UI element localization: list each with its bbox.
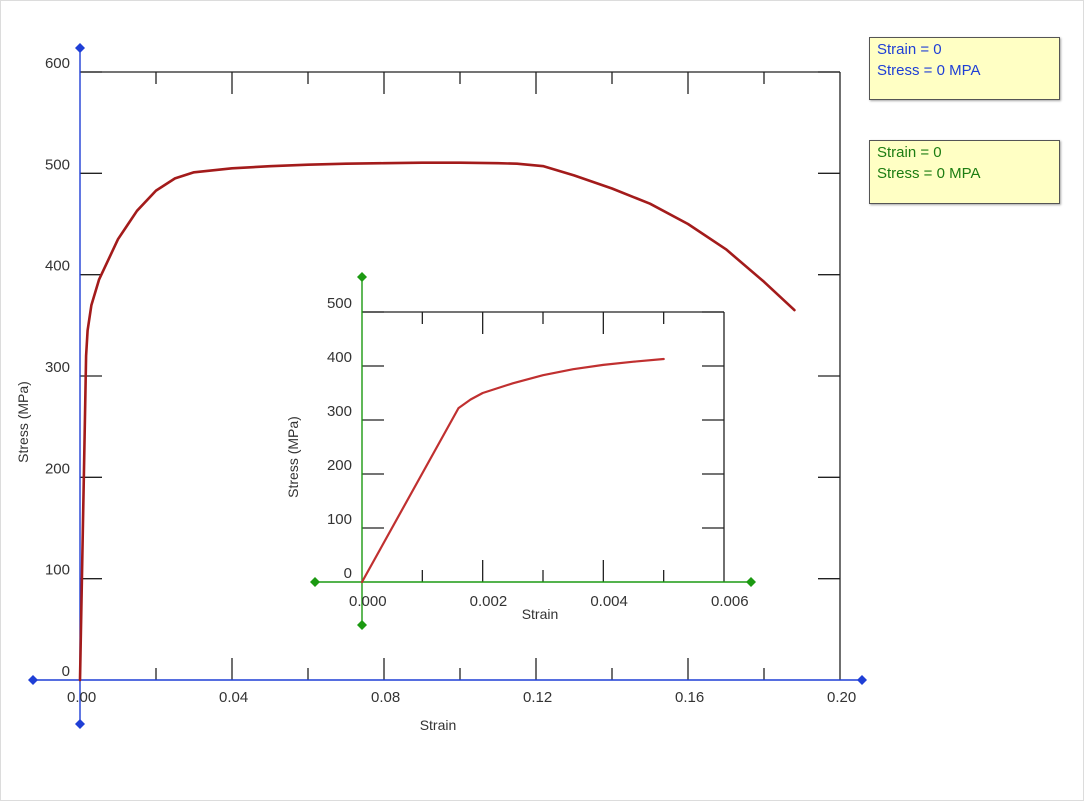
- inset-y-tick-label: 0: [344, 565, 352, 582]
- inset-y-tick-label: 200: [327, 457, 352, 474]
- main-y-axis-bottom-handle: [75, 719, 85, 729]
- inset-x-tick-label: 0.004: [590, 593, 628, 610]
- inset-readout-box: Strain = 0 Stress = 0 MPA: [869, 140, 1060, 204]
- inset-x-axis-left-handle: [310, 577, 320, 587]
- inset-x-axis-right-handle: [746, 577, 756, 587]
- main-x-tick-label: 0.04: [219, 689, 248, 706]
- inset-x-tick-label: 0.000: [349, 593, 387, 610]
- main-x-tick-label: 0.16: [675, 689, 704, 706]
- inset-y-axis-title: Stress (MPa): [285, 416, 301, 498]
- main-x-tick-label: 0.12: [523, 689, 552, 706]
- inset-y-tick-label: 100: [327, 511, 352, 528]
- inset-y-axis-top-handle: [357, 272, 367, 282]
- main-y-tick-label: 300: [45, 359, 70, 376]
- inset-y-tick-label: 300: [327, 403, 352, 420]
- main-y-axis-title: Stress (MPa): [15, 381, 31, 463]
- main-y-tick-label: 400: [45, 258, 70, 275]
- main-x-axis-right-handle: [857, 675, 867, 685]
- inset-plot-area: [362, 312, 724, 582]
- main-x-tick-label: 0.08: [371, 689, 400, 706]
- main-y-tick-label: 200: [45, 460, 70, 477]
- main-chart: 0.00 0.04 0.08 0.12 0.16 0.20 0 100 200 300 400 500…: [15, 43, 867, 733]
- inset-readout-stress: Stress = 0 MPA: [877, 165, 981, 182]
- inset-y-axis-bottom-handle: [357, 620, 367, 630]
- inset-chart: 0.000 0.002 0.004 0.006 0 100 200 300 400 500 Stra…: [285, 272, 756, 630]
- inset-y-tick-label: 500: [327, 295, 352, 312]
- main-y-tick-label: 0: [62, 663, 70, 680]
- main-y-axis-top-handle: [75, 43, 85, 53]
- main-readout-stress: Stress = 0 MPA: [877, 62, 981, 79]
- inset-x-tick-label: 0.006: [711, 593, 749, 610]
- main-x-tick-label: 0.00: [67, 689, 96, 706]
- inset-x-axis-title: Strain: [522, 606, 559, 622]
- main-y-tick-label: 600: [45, 55, 70, 72]
- main-y-tick-label: 100: [45, 562, 70, 579]
- main-y-tick-label: 500: [45, 156, 70, 173]
- inset-readout-strain: Strain = 0: [877, 144, 942, 161]
- main-readout-strain: Strain = 0: [877, 41, 942, 58]
- main-series-line-0: [78, 161, 796, 682]
- inset-x-tick-label: 0.002: [470, 593, 508, 610]
- main-x-axis-left-handle: [28, 675, 38, 685]
- inset-y-tick-label: 400: [327, 349, 352, 366]
- main-readout-box: Strain = 0 Stress = 0 MPA: [869, 37, 1060, 100]
- main-x-axis-title: Strain: [420, 717, 457, 733]
- main-x-tick-label: 0.20: [827, 689, 856, 706]
- inset-series-line-0: [360, 357, 665, 584]
